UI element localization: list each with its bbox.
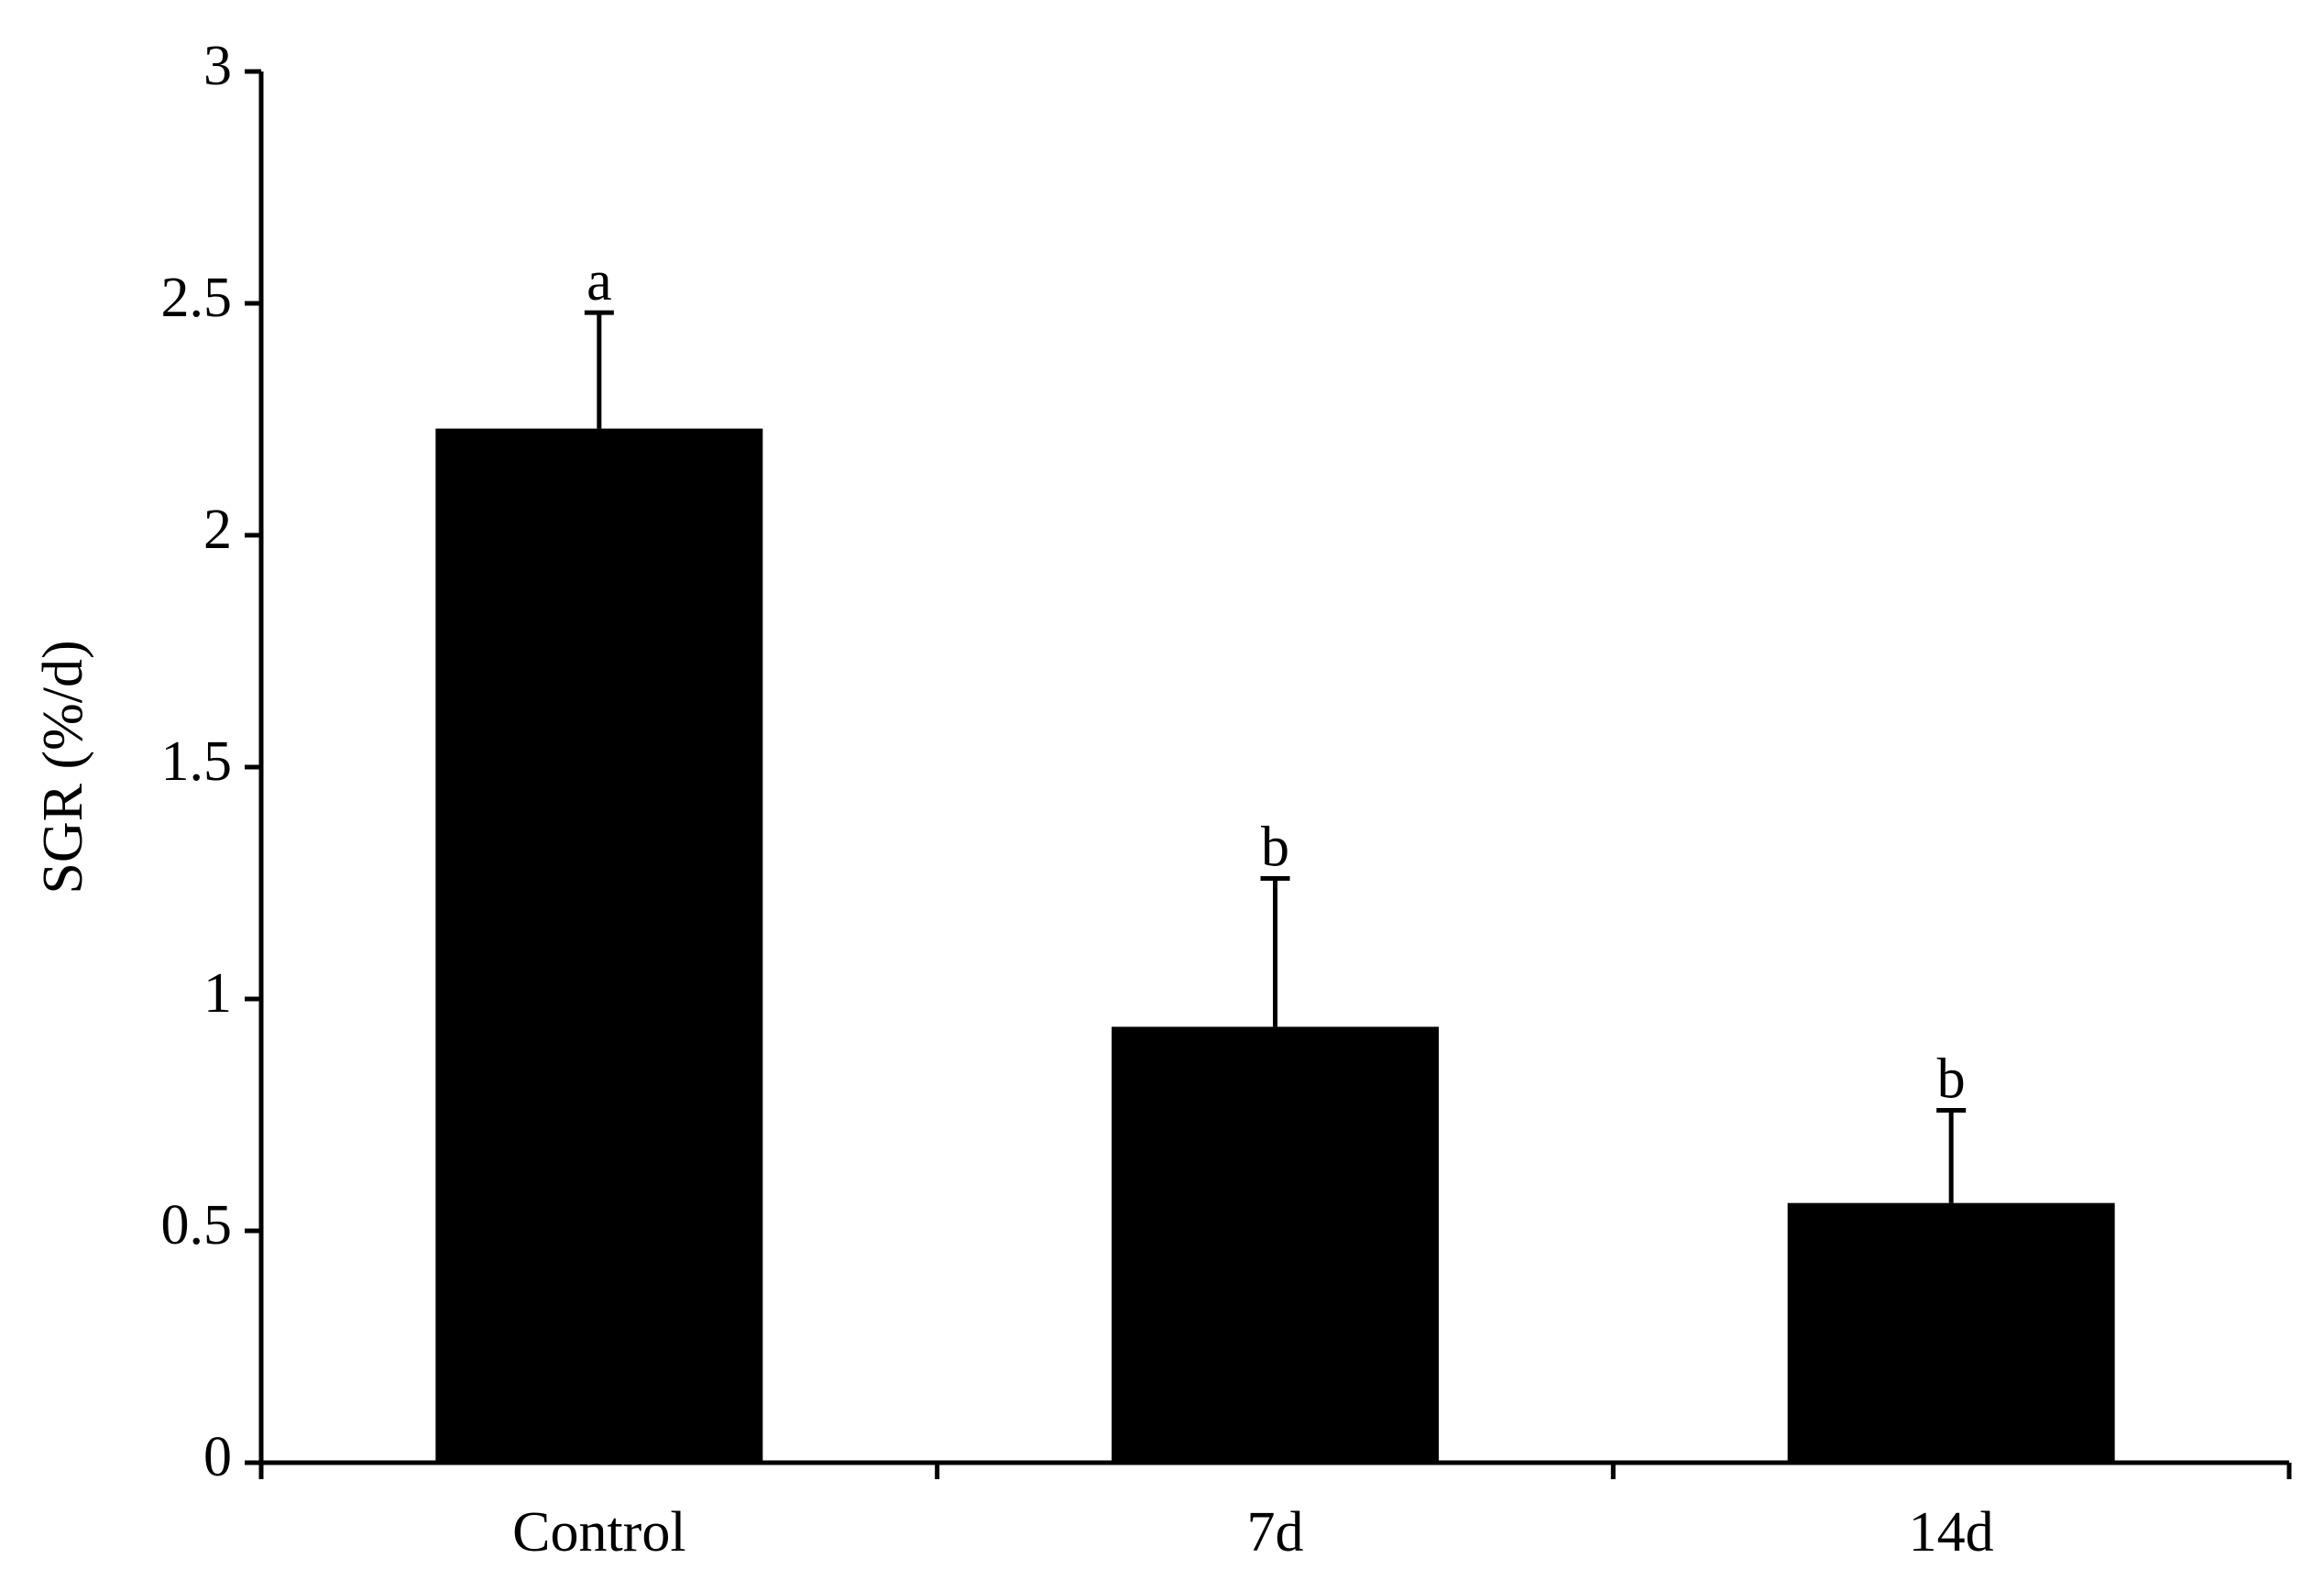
bar xyxy=(435,428,763,1463)
y-axis-label: SGR (%/d) xyxy=(32,640,94,894)
x-tick-label: 7d xyxy=(1247,1501,1304,1564)
y-tick-label: 3 xyxy=(203,35,232,97)
bar xyxy=(1787,1202,2115,1463)
significance-label: b xyxy=(1261,816,1289,878)
bar xyxy=(1112,1026,1439,1463)
x-tick-label: Control xyxy=(512,1501,685,1564)
significance-label: b xyxy=(1937,1048,1966,1110)
x-tick-label: 14d xyxy=(1909,1501,1994,1564)
y-tick-label: 1.5 xyxy=(161,730,233,793)
y-tick-label: 2.5 xyxy=(161,267,233,329)
y-tick-label: 0 xyxy=(203,1426,232,1488)
y-tick-label: 0.5 xyxy=(161,1194,233,1256)
significance-label: a xyxy=(586,250,612,313)
y-tick-label: 1 xyxy=(203,962,232,1025)
y-tick-label: 2 xyxy=(203,499,232,561)
